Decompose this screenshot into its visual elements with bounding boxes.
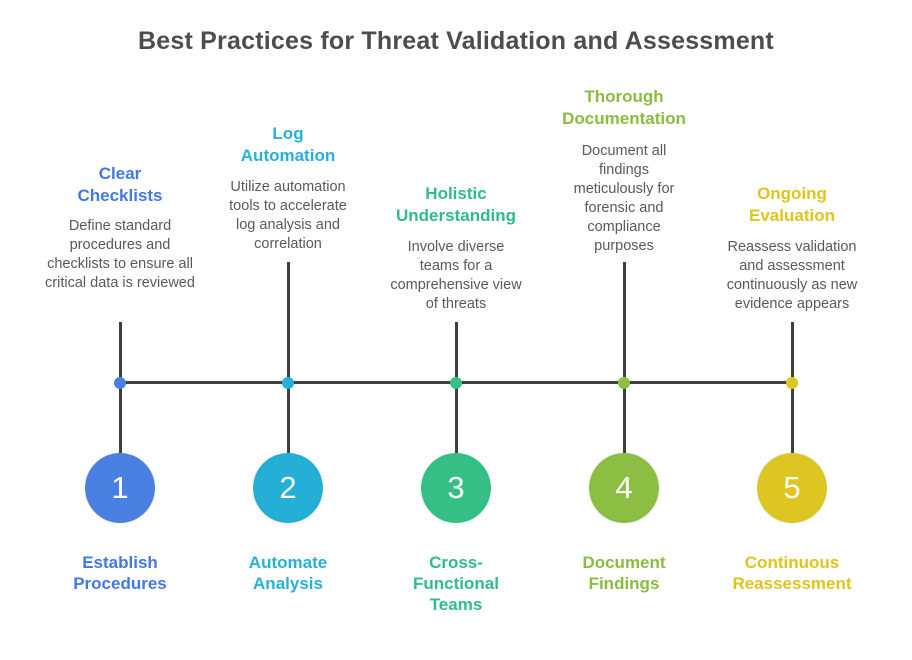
step-label: Continuous Reassessment xyxy=(732,553,852,593)
connector-line-lower xyxy=(790,384,794,453)
step-heading: Ongoing Evaluation xyxy=(749,184,835,225)
timeline-step-1: Clear Checklists Define standard procedu… xyxy=(35,0,205,660)
step-description: Reassess validation and assessment conti… xyxy=(726,239,858,312)
timeline-dot xyxy=(114,376,126,389)
step-heading: Holistic Understanding xyxy=(396,184,516,225)
step-number: 5 xyxy=(783,470,801,505)
step-label: Cross-Functional Teams xyxy=(413,553,499,614)
timeline-step-3: Holistic Understanding Involve diverse t… xyxy=(371,0,541,660)
connector-line-lower xyxy=(286,384,290,453)
step-heading: Clear Checklists xyxy=(77,164,163,205)
step-number-circle: 5 xyxy=(757,453,827,523)
step-description: Document all findings meticulously for f… xyxy=(573,143,675,254)
step-number-circle: 2 xyxy=(253,453,323,523)
connector-line-upper xyxy=(790,322,794,381)
timeline-dot xyxy=(618,376,630,389)
step-number: 3 xyxy=(447,470,465,505)
connector-line-upper xyxy=(118,322,122,381)
step-description: Utilize automation tools to accelerate l… xyxy=(229,179,347,252)
step-number: 1 xyxy=(111,470,129,505)
step-number-circle: 1 xyxy=(85,453,155,523)
connector-line-lower xyxy=(118,384,122,453)
step-heading: Thorough Documentation xyxy=(562,87,686,128)
timeline-step-2: Log Automation Utilize automation tools … xyxy=(203,0,373,660)
timeline-dot xyxy=(786,376,798,389)
step-label: Establish Procedures xyxy=(73,553,167,593)
step-label: Document Findings xyxy=(582,553,666,593)
step-number: 2 xyxy=(279,470,297,505)
step-label: Automate Analysis xyxy=(248,553,328,593)
step-heading: Log Automation xyxy=(240,124,336,165)
step-description: Define standard procedures and checklist… xyxy=(45,218,195,291)
step-number-circle: 3 xyxy=(421,453,491,523)
step-description: Involve diverse teams for a comprehensiv… xyxy=(390,239,522,312)
timeline-dot xyxy=(282,376,294,389)
timeline-step-4: Thorough Documentation Document all find… xyxy=(539,0,709,660)
step-number: 4 xyxy=(615,470,633,505)
connector-line-lower xyxy=(454,384,458,453)
timeline-dot xyxy=(450,376,462,389)
step-number-circle: 4 xyxy=(589,453,659,523)
connector-line-upper xyxy=(454,322,458,381)
connector-line-lower xyxy=(622,384,626,453)
page-title: Best Practices for Threat Validation and… xyxy=(138,27,774,55)
connector-line-upper xyxy=(622,262,626,381)
timeline-step-5: Ongoing Evaluation Reassess validation a… xyxy=(707,0,877,660)
connector-line-upper xyxy=(286,262,290,381)
